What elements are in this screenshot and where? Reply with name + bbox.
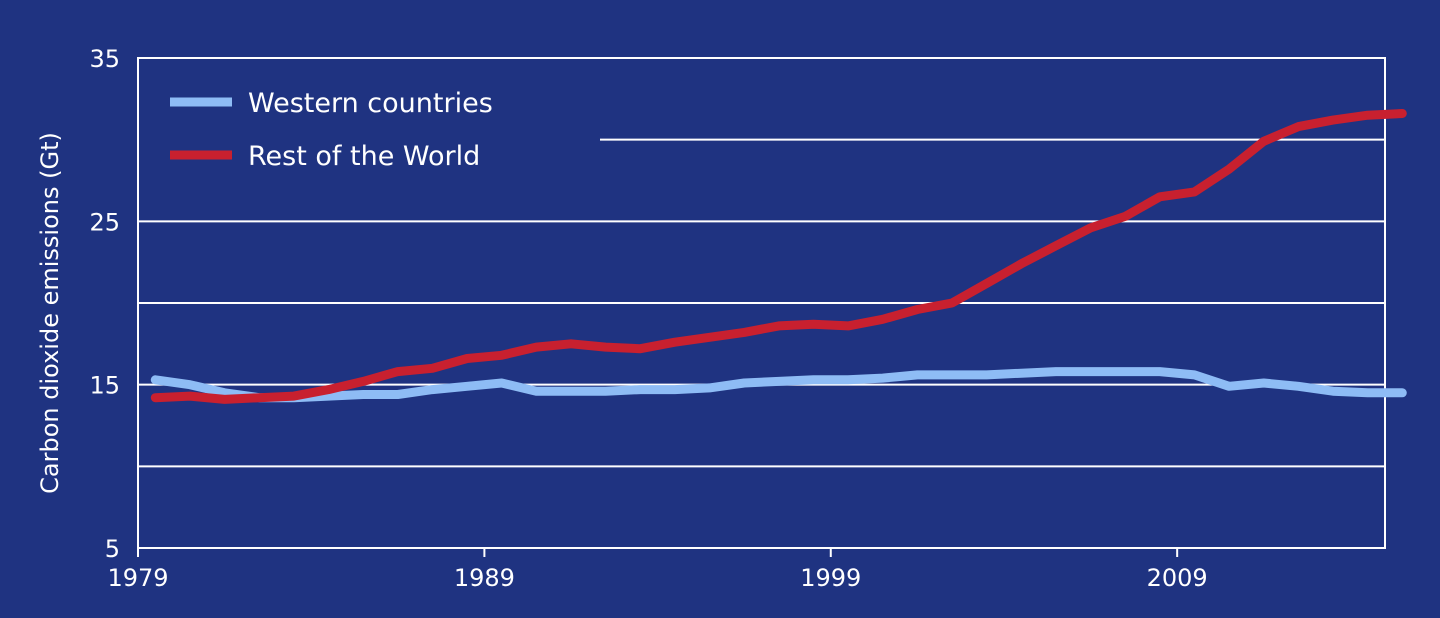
x-tick-label-2009: 2009: [1147, 564, 1208, 592]
series-lines: [150, 109, 1407, 404]
y-axis-ticks: 5 15 25 35: [89, 45, 120, 563]
series-line-rest: [150, 109, 1407, 404]
y-tick-label-25: 25: [89, 208, 120, 236]
legend: Western countries Rest of the World: [170, 88, 493, 172]
legend-label-western: Western countries: [248, 88, 493, 119]
plot-frame: [137, 57, 1386, 549]
y-tick-label-35: 35: [89, 45, 120, 73]
y-tick-label-5: 5: [105, 535, 120, 563]
series-line-western: [150, 367, 1407, 403]
x-tick-label-1979: 1979: [107, 564, 168, 592]
x-tick-label-1999: 1999: [800, 564, 861, 592]
legend-label-rest: Rest of the World: [248, 141, 480, 172]
y-tick-label-15: 15: [89, 372, 120, 400]
y-axis-title: Carbon dioxide emissions (Gt): [36, 132, 64, 494]
x-tick-label-1989: 1989: [454, 564, 515, 592]
x-axis-ticks: 1979 1989 1999 2009: [107, 548, 1208, 592]
